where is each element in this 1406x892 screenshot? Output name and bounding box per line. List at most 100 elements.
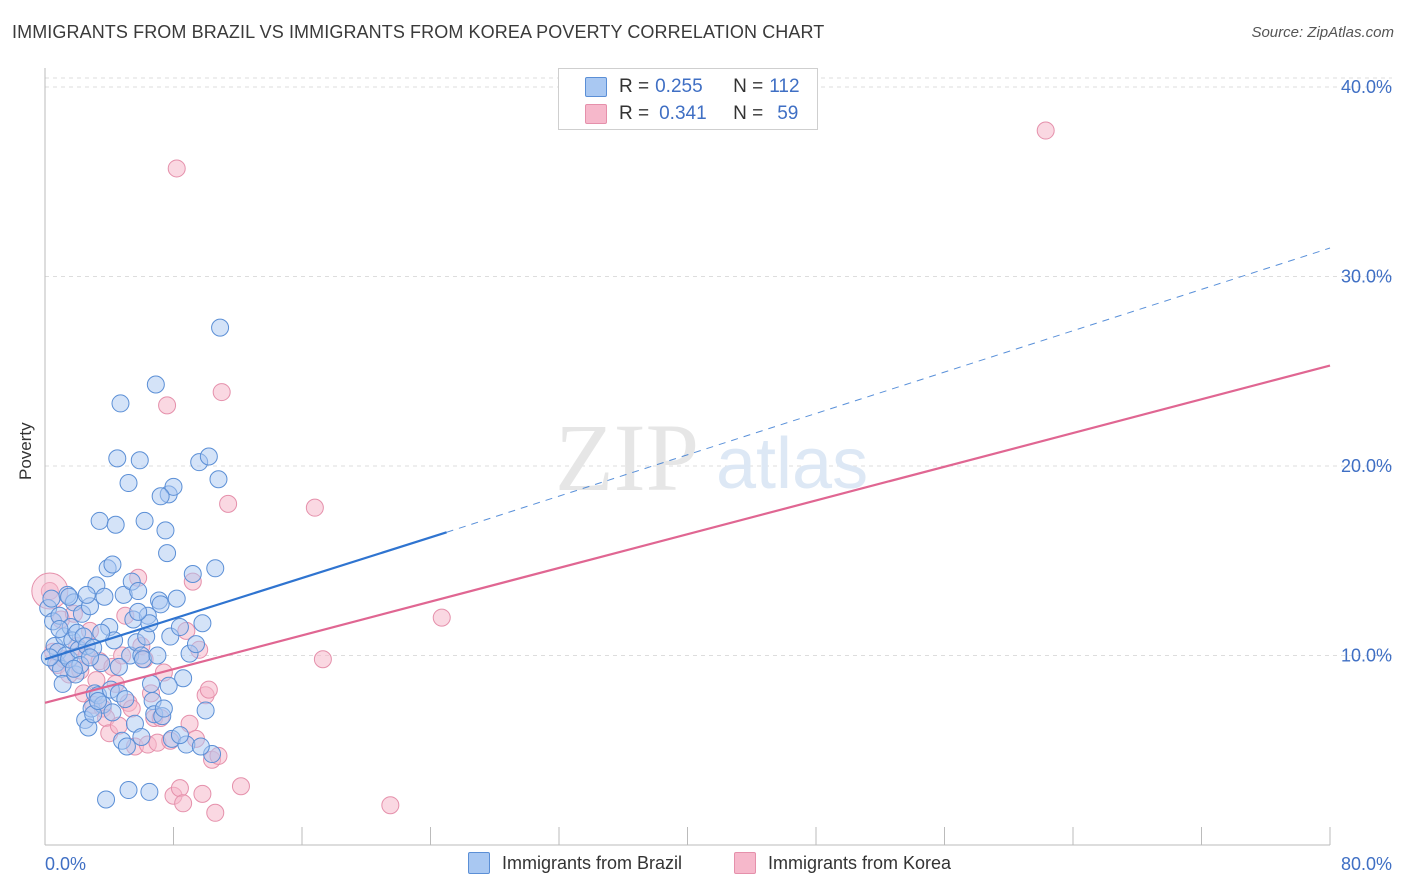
y-tick-label: 10.0%: [1341, 645, 1392, 665]
brazil-point: [211, 318, 230, 337]
watermark: ZIP atlas: [555, 404, 868, 511]
x-tick-label: 0.0%: [45, 854, 86, 874]
axes: [44, 68, 1331, 846]
brazil-point: [106, 515, 125, 534]
brazil-point: [148, 646, 167, 665]
brazil-r-value: 0.255: [655, 76, 703, 97]
brazil-point: [129, 602, 148, 621]
legend-row-korea: R = 0.341 N = 59: [585, 102, 798, 126]
brazil-point: [140, 782, 159, 801]
korea-r-value: 0.341: [659, 103, 707, 124]
bottom-legend-korea: Immigrants from Korea: [734, 852, 951, 874]
trend-lines: [44, 247, 1331, 704]
brazil-point: [158, 544, 177, 563]
korea-points: [31, 121, 1055, 822]
brazil-point: [154, 699, 173, 718]
brazil-trend-extension: [446, 247, 1331, 533]
korea-point: [305, 498, 324, 517]
brazil-point: [170, 618, 189, 637]
brazil-point: [199, 447, 218, 466]
korea-point: [170, 779, 189, 798]
brazil-point: [146, 375, 165, 394]
brazil-point: [159, 676, 178, 695]
brazil-point: [111, 394, 130, 413]
brazil-point: [50, 619, 69, 638]
korea-point: [167, 159, 186, 178]
brazil-point: [77, 585, 96, 604]
brazil-point: [95, 587, 114, 606]
brazil-point: [89, 691, 108, 710]
brazil-point: [132, 727, 151, 746]
korea-point: [212, 383, 231, 402]
x-tick-label: 80.0%: [1341, 854, 1392, 874]
korea-point: [174, 794, 193, 813]
brazil-point: [170, 726, 189, 745]
brazil-point: [164, 477, 183, 496]
brazil-point: [151, 595, 170, 614]
bottom-korea-label: Immigrants from Korea: [768, 852, 952, 873]
y-tick-label: 40.0%: [1341, 77, 1392, 97]
korea-trend-line: [44, 364, 1331, 704]
brazil-point: [53, 674, 72, 693]
brazil-point: [183, 564, 202, 583]
korea-r-label: R =: [619, 103, 650, 124]
korea-n-value: 59: [777, 103, 799, 124]
brazil-swatch: [585, 77, 607, 97]
korea-point: [199, 680, 218, 699]
brazil-point: [109, 657, 128, 676]
brazil-point: [64, 659, 83, 678]
brazil-point: [108, 449, 127, 468]
korea-point: [158, 396, 177, 415]
bottom-brazil-swatch: [468, 852, 490, 874]
brazil-point: [129, 582, 148, 601]
brazil-point: [167, 589, 186, 608]
korea-point: [313, 650, 332, 669]
brazil-point: [186, 635, 205, 654]
korea-point: [206, 803, 225, 822]
brazil-r-label: R =: [619, 76, 650, 97]
brazil-point: [156, 521, 175, 540]
legend-row-brazil: R = 0.255 N = 112: [585, 75, 800, 99]
brazil-point: [60, 587, 79, 606]
y-tick-label: 30.0%: [1341, 266, 1392, 286]
brazil-point: [206, 559, 225, 578]
brazil-point: [119, 781, 138, 800]
korea-point: [193, 784, 212, 803]
brazil-point: [135, 511, 154, 530]
brazil-point: [142, 674, 161, 693]
korea-point: [219, 494, 238, 513]
brazil-point: [193, 614, 212, 633]
brazil-point: [90, 511, 109, 530]
bottom-korea-swatch: [734, 852, 756, 874]
brazil-points: [39, 318, 230, 809]
brazil-trend-line: [44, 531, 447, 661]
korea-point: [432, 608, 451, 627]
legend: R = 0.255 N = 112 R = 0.341 N = 59: [558, 68, 818, 130]
brazil-point: [209, 470, 228, 489]
gridlines: [45, 77, 1392, 656]
brazil-point: [196, 701, 215, 720]
bottom-brazil-label: Immigrants from Brazil: [502, 852, 683, 873]
brazil-point: [42, 589, 61, 608]
watermark-atlas: atlas: [716, 424, 868, 504]
y-tick-label: 20.0%: [1341, 456, 1392, 476]
brazil-point: [97, 790, 116, 809]
brazil-point: [130, 451, 149, 470]
korea-swatch: [585, 104, 607, 124]
brazil-point: [191, 737, 210, 756]
brazil-point: [119, 474, 138, 493]
tick-labels: 10.0% 20.0% 30.0% 40.0% 0.0% 80.0%: [45, 77, 1392, 874]
korea-point: [381, 796, 400, 815]
korea-point: [1036, 121, 1055, 140]
korea-n-label: N =: [733, 103, 764, 124]
korea-point: [231, 777, 250, 796]
brazil-point: [103, 703, 122, 722]
bottom-legend-brazil: Immigrants from Brazil: [468, 852, 682, 874]
brazil-point: [117, 737, 136, 756]
brazil-point: [80, 648, 99, 667]
brazil-n-value: 112: [769, 76, 800, 97]
brazil-point: [151, 487, 170, 506]
chart-title: IMMIGRANTS FROM BRAZIL VS IMMIGRANTS FRO…: [12, 22, 825, 42]
source-label: Source: ZipAtlas.com: [1251, 24, 1394, 41]
